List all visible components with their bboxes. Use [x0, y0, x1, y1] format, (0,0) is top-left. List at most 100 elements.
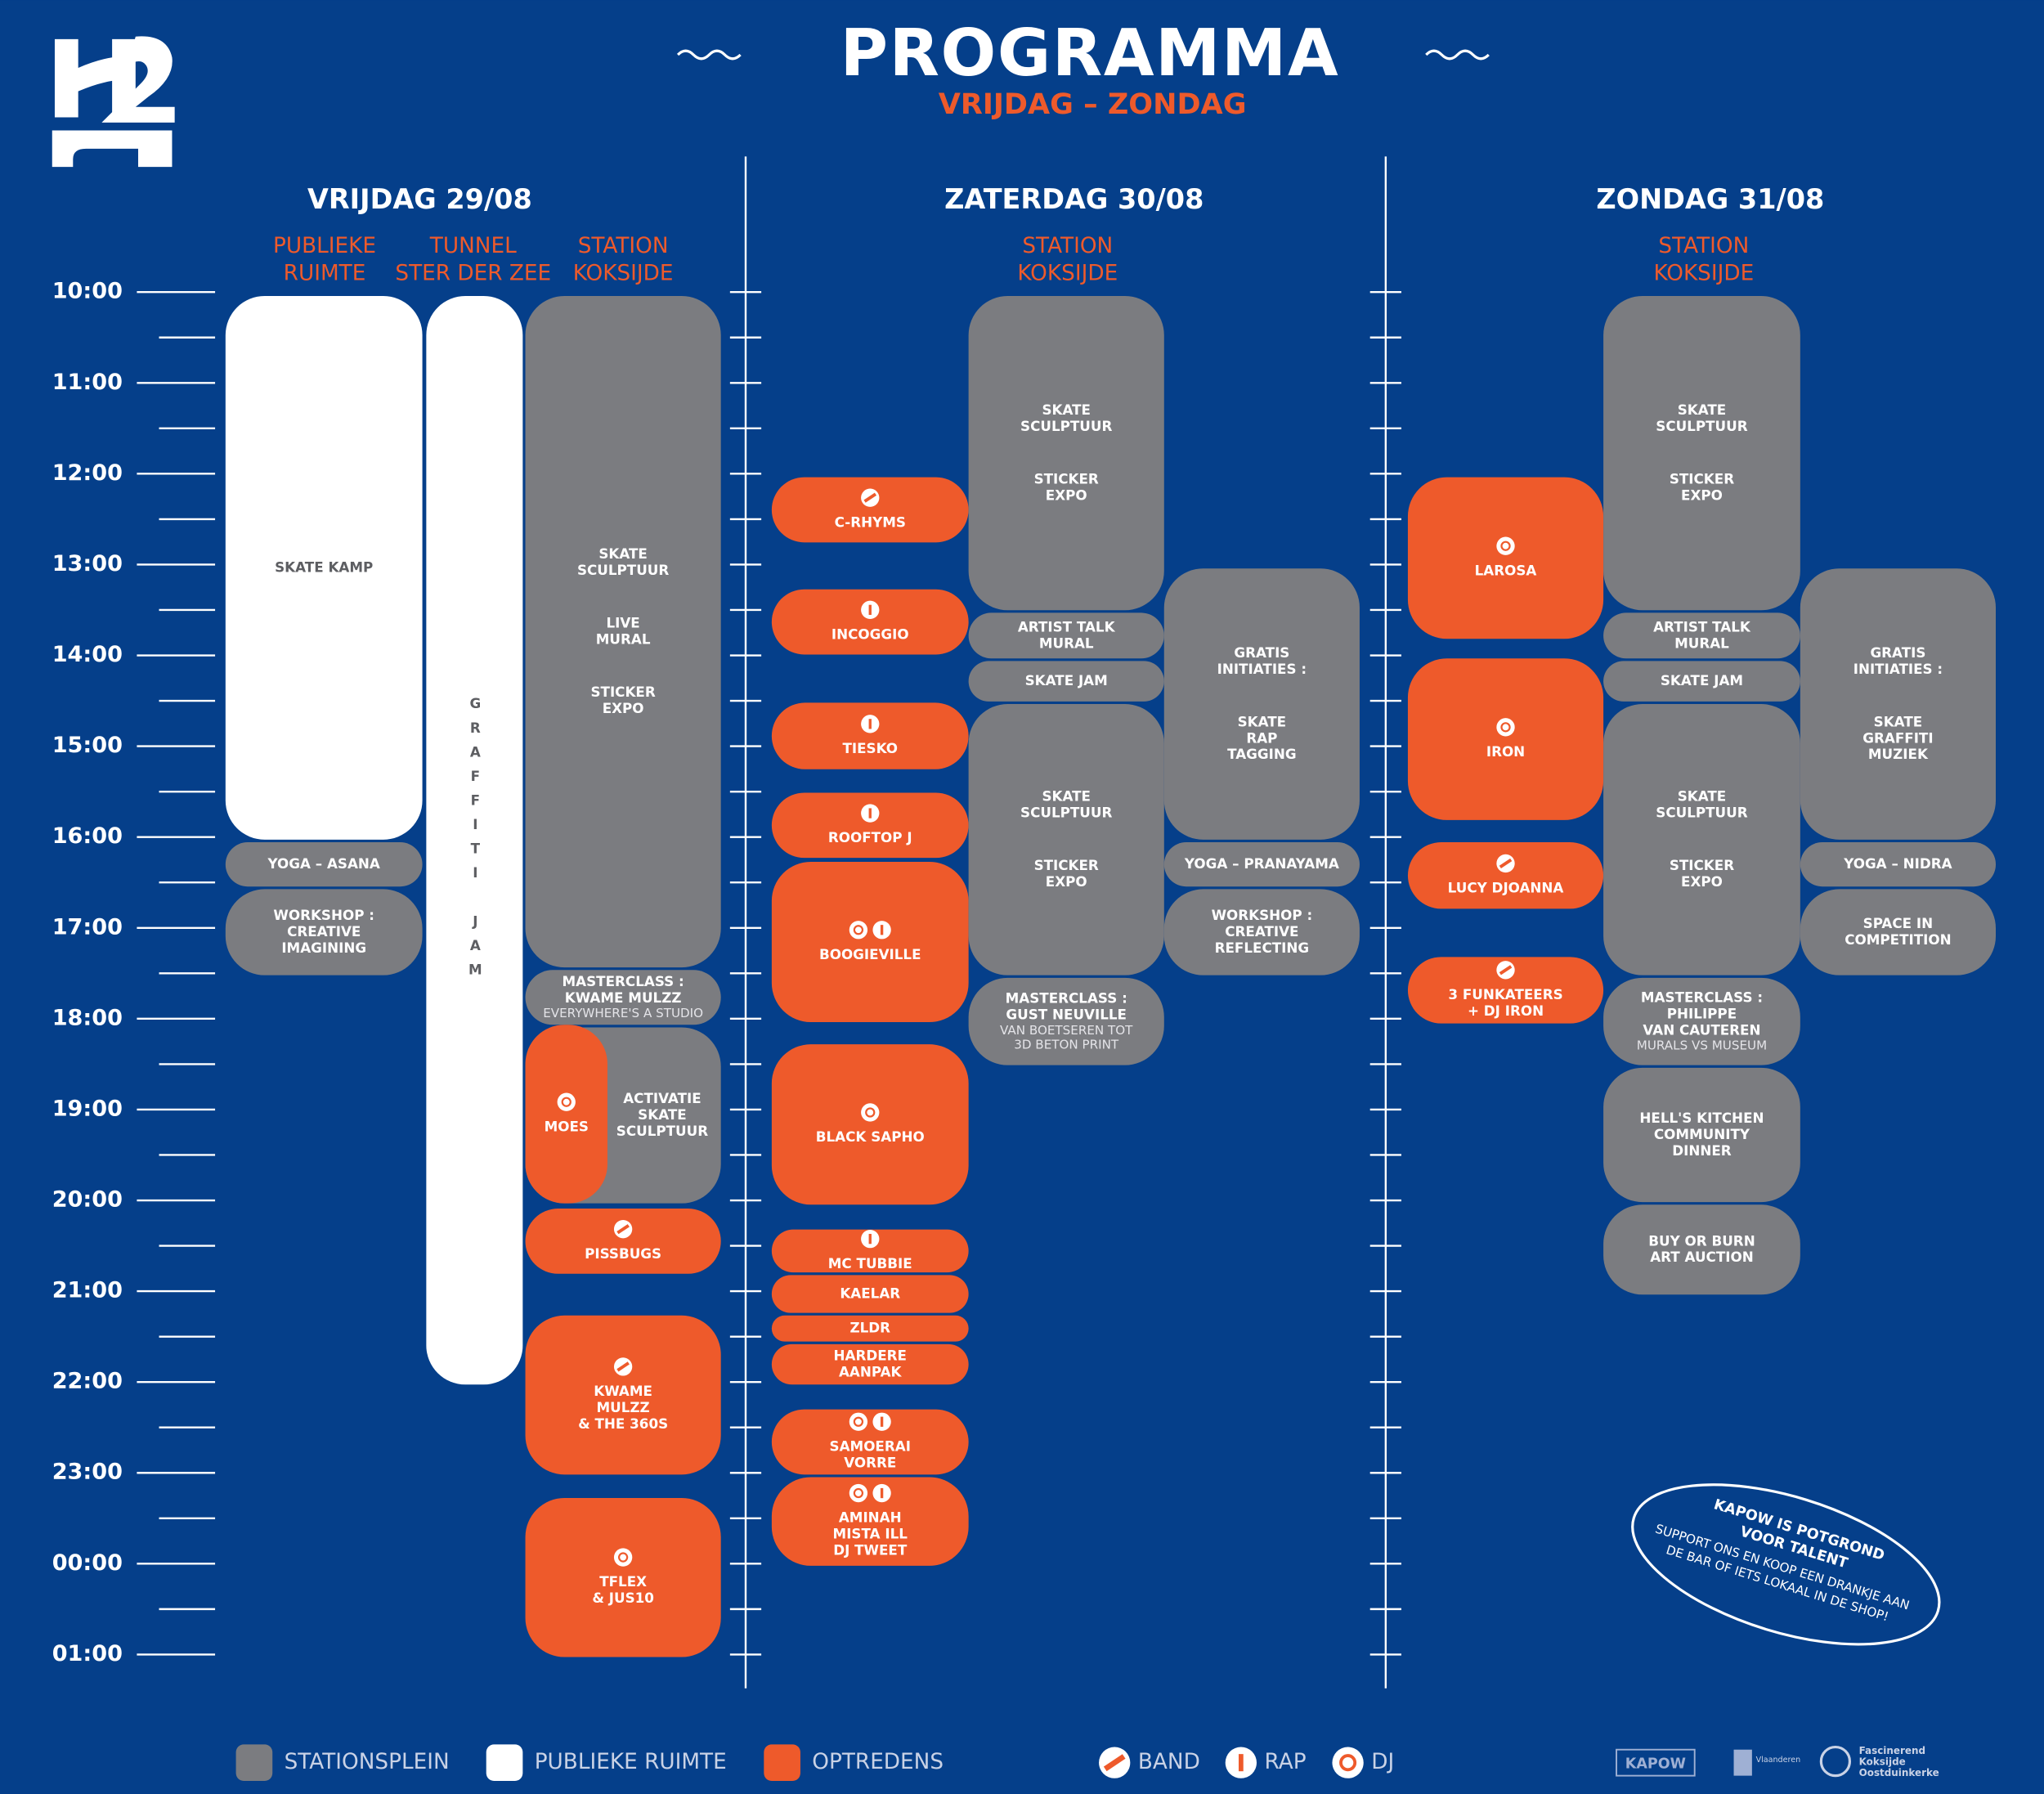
event-label: SKATE — [1678, 401, 1727, 418]
icon-glyph — [863, 492, 877, 503]
time-label: 17:00 — [52, 914, 123, 940]
time-label: 20:00 — [52, 1187, 123, 1213]
event-label: SKATE — [598, 545, 648, 562]
event-label: MC TUBBIE — [828, 1255, 912, 1271]
event-label: SKATE — [1042, 788, 1091, 805]
event-block — [968, 661, 1164, 702]
event-label: SCULPTUUR — [616, 1123, 708, 1139]
event-label: LAROSA — [1475, 562, 1537, 578]
event-block — [771, 1477, 969, 1566]
icon-glyph — [561, 1097, 572, 1107]
icon-glyph — [868, 1233, 872, 1245]
subtitle: VRIJDAG – ZONDAG — [939, 87, 1247, 121]
legend-label: OPTREDENS — [812, 1750, 944, 1774]
event-label: SCULPTUUR — [1020, 805, 1112, 821]
event-label: SPACE IN — [1863, 915, 1934, 931]
icon-glyph — [853, 1416, 864, 1427]
callout-ring — [1631, 1483, 1941, 1646]
event: C-RHYMS — [771, 477, 969, 543]
event-block — [771, 861, 969, 1023]
icon-glyph — [1500, 722, 1511, 733]
day-title: ZONDAG 31/08 — [1596, 183, 1824, 215]
column-header: RUIMTE — [284, 261, 366, 285]
event: SKATE JAM — [1603, 661, 1800, 702]
event-label: 3 FUNKATEERS — [1448, 986, 1562, 1002]
day-title: ZATERDAG 30/08 — [944, 183, 1204, 215]
icon-d — [557, 1092, 576, 1111]
event: YOGA – NIDRA — [1800, 842, 1997, 887]
event-label: KWAME MULZZ — [565, 989, 682, 1006]
event-label: AANPAK — [839, 1364, 903, 1380]
event-label: BUY OR BURN — [1648, 1232, 1755, 1249]
event-label: YOGA – PRANAYAMA — [1184, 855, 1339, 872]
icon-glyph — [880, 1416, 884, 1427]
squiggle — [676, 49, 742, 61]
event-label: SKATE — [1874, 713, 1923, 729]
icon-glyph — [616, 1224, 630, 1235]
event-label: GRATIS — [1234, 644, 1289, 661]
column-header: KOKSIJDE — [1017, 261, 1118, 285]
event: YOGA – ASANA — [225, 842, 423, 887]
squiggle — [1425, 49, 1490, 61]
event-block — [525, 295, 721, 968]
event: TIESKO — [771, 702, 969, 769]
sponsor-kapow: KAPOW — [1625, 1756, 1686, 1772]
column-header: STER DER ZEE — [395, 261, 551, 285]
event-label: MULZZ — [597, 1399, 650, 1415]
event-block — [525, 1025, 607, 1204]
event-block — [1800, 842, 1997, 887]
time-label: 13:00 — [52, 551, 123, 576]
event-label: GUST NEUVILLE — [1006, 1007, 1127, 1023]
event-label: IRON — [1486, 743, 1525, 760]
event-block — [1800, 568, 1997, 840]
time-label: 10:00 — [52, 279, 123, 304]
event-block — [1603, 704, 1800, 975]
icon-glyph — [865, 1107, 876, 1118]
event-label: MURAL — [1039, 635, 1094, 651]
event-label: SKATE KAMP — [275, 558, 373, 575]
event-label: LUCY DJOANNA — [1448, 880, 1564, 896]
event-label: WORKSHOP : — [273, 907, 374, 923]
event-block — [1603, 977, 1800, 1065]
icon-d — [613, 1548, 633, 1567]
event: GRAFFITI JAM — [426, 295, 523, 1385]
time-label: 12:00 — [52, 460, 123, 486]
event-block — [771, 1044, 969, 1205]
sponsor-flag — [1733, 1749, 1752, 1776]
time-label: 21:00 — [52, 1278, 123, 1303]
legend-swatch — [764, 1744, 800, 1781]
icon-glyph — [868, 719, 872, 729]
event-block — [771, 702, 969, 769]
event: SKATE JAM — [968, 661, 1164, 702]
event: TFLEX& JUS10 — [525, 1498, 721, 1657]
event-label: ACTIVATIE — [623, 1090, 701, 1106]
event-label: EXPO — [603, 700, 644, 716]
event: ROOFTOP J — [771, 792, 969, 859]
event-block — [1407, 658, 1604, 820]
event: BLACK SAPHO — [771, 1044, 969, 1205]
event: MC TUBBIE — [771, 1229, 969, 1273]
event: SKATE KAMP — [225, 295, 423, 840]
icon-d — [1496, 536, 1515, 555]
column-header: STATION — [578, 234, 669, 258]
event-block — [771, 1315, 969, 1342]
event-block — [1603, 295, 1800, 611]
legend-icon-label: DJ — [1371, 1750, 1394, 1774]
event-label: KAELAR — [840, 1285, 900, 1301]
event-label: COMMUNITY — [1654, 1126, 1750, 1142]
icon-glyph — [853, 925, 864, 935]
event-label: HELL'S KITCHEN — [1639, 1110, 1764, 1126]
event-block — [1163, 889, 1360, 975]
event-label: DINNER — [1672, 1142, 1732, 1159]
sponsor-box — [1616, 1748, 1696, 1777]
event-label: ARTIST TALK — [1653, 618, 1751, 635]
